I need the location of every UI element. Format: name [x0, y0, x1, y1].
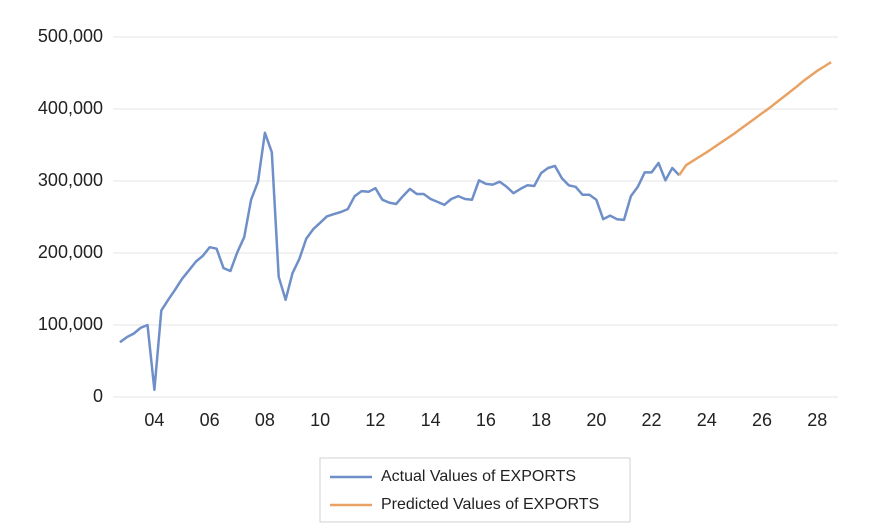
x-tick-label: 20 — [586, 410, 606, 430]
x-tick-label: 14 — [421, 410, 441, 430]
x-tick-label: 26 — [752, 410, 772, 430]
x-tick-label: 16 — [476, 410, 496, 430]
legend-label: Predicted Values of EXPORTS — [381, 496, 599, 513]
x-tick-label: 28 — [807, 410, 827, 430]
y-tick-label: 0 — [93, 386, 103, 406]
y-tick-label: 200,000 — [38, 242, 103, 262]
x-tick-label: 06 — [200, 410, 220, 430]
x-tick-label: 12 — [365, 410, 385, 430]
y-tick-label: 500,000 — [38, 26, 103, 46]
x-tick-label: 10 — [310, 410, 330, 430]
legend-box — [319, 457, 631, 523]
legend-label: Actual Values of EXPORTS — [381, 468, 576, 485]
y-tick-label: 300,000 — [38, 170, 103, 190]
x-tick-label: 04 — [144, 410, 164, 430]
y-tick-label: 100,000 — [38, 314, 103, 334]
x-tick-label: 24 — [697, 410, 717, 430]
series-line — [678, 61, 832, 176]
x-tick-label: 22 — [642, 410, 662, 430]
series-line — [119, 131, 681, 392]
x-tick-label: 18 — [531, 410, 551, 430]
y-tick-label: 400,000 — [38, 98, 103, 118]
x-tick-label: 08 — [255, 410, 275, 430]
